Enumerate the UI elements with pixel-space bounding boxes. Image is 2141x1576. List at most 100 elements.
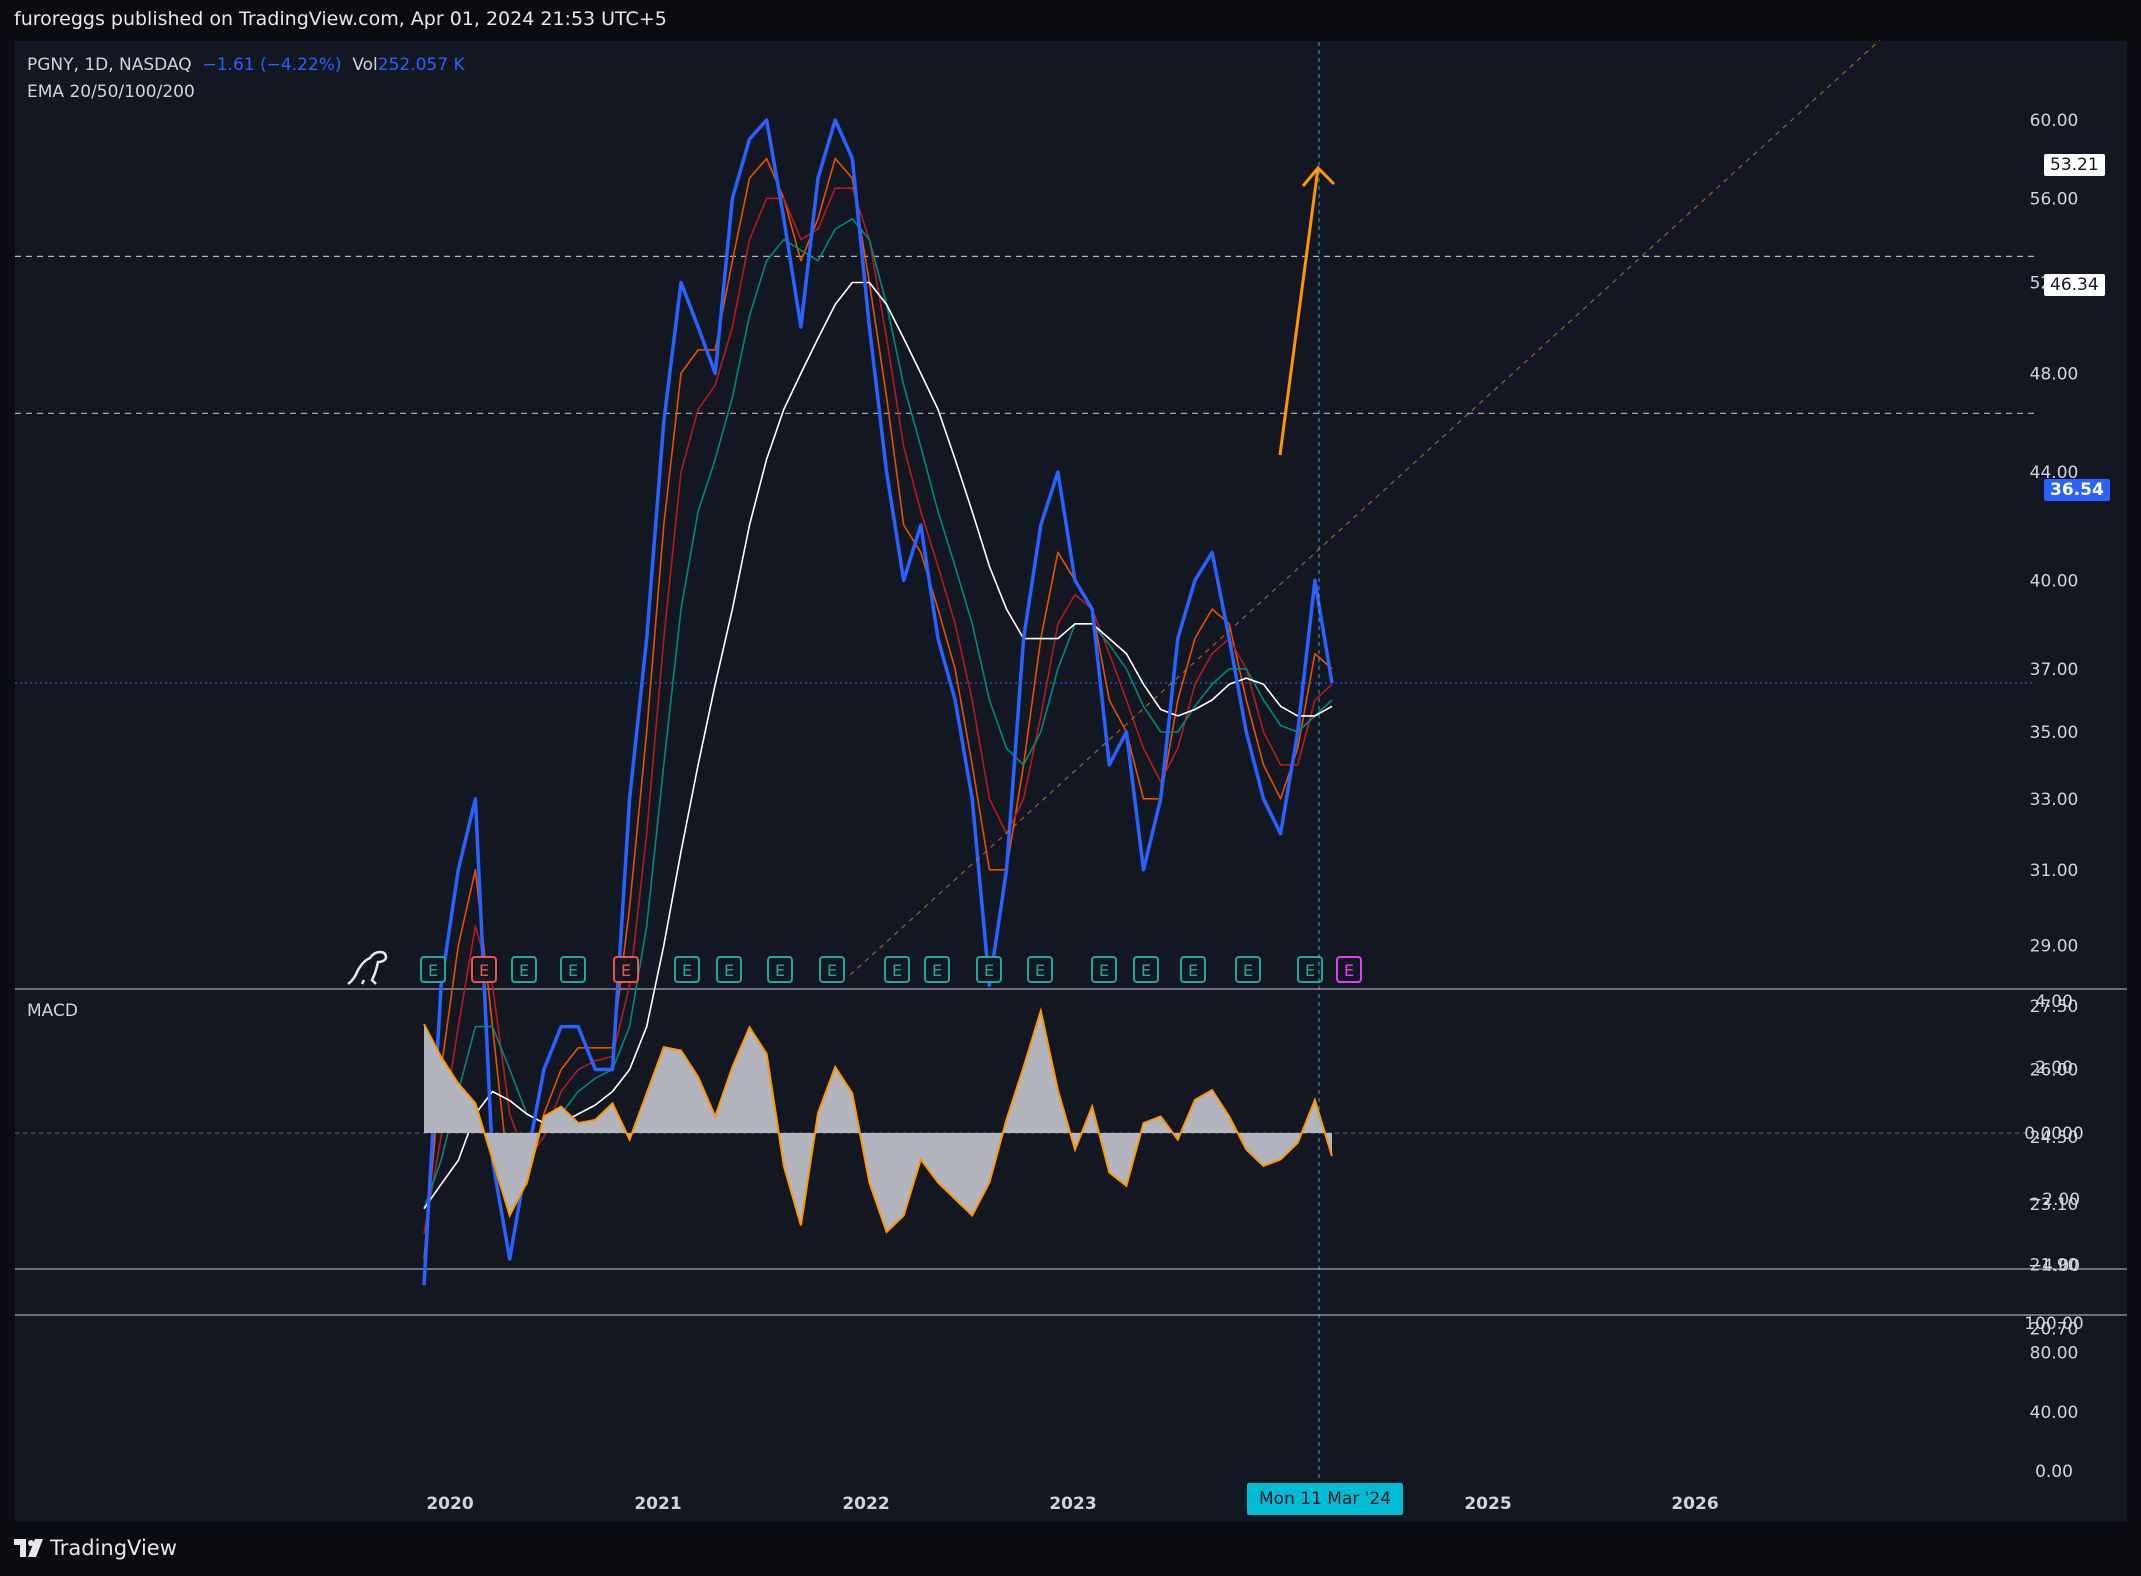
earnings-marker[interactable]: E — [1336, 956, 1362, 983]
earnings-marker[interactable]: E — [420, 956, 446, 983]
earnings-marker-box — [1235, 956, 1261, 983]
earnings-marker-box — [1091, 956, 1117, 983]
tradingview-logo-icon — [14, 1539, 43, 1557]
earnings-marker-box — [924, 956, 950, 983]
earnings-marker-label: E — [775, 961, 785, 980]
publish-info: furoreggs published on TradingView.com, … — [14, 8, 667, 30]
earnings-marker[interactable]: E — [560, 956, 586, 983]
earnings-marker-box — [674, 956, 700, 983]
earnings-marker-label: E — [1141, 961, 1151, 980]
last-price-tag: 36.54 — [2044, 479, 2110, 501]
macd-axis-tick: −4.00 — [2028, 1256, 2080, 1276]
earnings-marker-box — [560, 956, 586, 983]
ascending-trendline — [849, 39, 1881, 976]
price-axis-tick: 21.90 — [2030, 1255, 2079, 1275]
earnings-marker[interactable]: E — [1180, 956, 1206, 983]
earnings-marker-label: E — [827, 961, 837, 980]
cursor-date-label: Mon 11 Mar '24 — [1247, 1483, 1404, 1515]
earnings-marker-box — [976, 956, 1002, 983]
earnings-marker-label: E — [519, 961, 529, 980]
earnings-marker[interactable]: E — [819, 956, 845, 983]
earnings-marker-box — [1297, 956, 1323, 983]
gridlines — [15, 988, 2127, 1316]
earnings-marker-box — [613, 956, 639, 983]
price-axis-tick: 48.00 — [2030, 364, 2079, 384]
earnings-marker[interactable]: E — [1027, 956, 1053, 983]
earnings-marker[interactable]: E — [1091, 956, 1117, 983]
earnings-marker-label: E — [1344, 961, 1354, 980]
earnings-marker[interactable]: E — [1133, 956, 1159, 983]
earnings-marker-label: E — [1305, 961, 1315, 980]
target-price-tag: 53.21 — [2044, 154, 2105, 176]
macd-pane — [423, 1006, 1333, 1234]
macd-line — [423, 1006, 1333, 1234]
time-axis-tick: 2026 — [1671, 1494, 1718, 1514]
lower-axis-tick: 40.00 — [2030, 1403, 2079, 1423]
resistance-price-tag: 46.34 — [2044, 274, 2105, 296]
time-axis-tick: 2023 — [1049, 1494, 1096, 1514]
earnings-marker-label: E — [984, 961, 994, 980]
lower-axis-tick: 80.00 — [2030, 1344, 2079, 1364]
time-axis-tick: 2020 — [426, 1494, 473, 1514]
volume-label: Vol — [352, 55, 378, 75]
earnings-marker-box — [511, 956, 537, 983]
projection-arrow-head — [1301, 165, 1336, 187]
ema-legend: EMA 20/50/100/200 — [27, 82, 195, 102]
earnings-marker[interactable]: E — [767, 956, 793, 983]
earnings-marker-label: E — [479, 961, 489, 980]
earnings-marker-label: E — [724, 961, 734, 980]
trendline — [849, 39, 1881, 976]
time-axis-tick: 2021 — [634, 1494, 681, 1514]
ema200-line — [423, 281, 1333, 1210]
earnings-marker-box — [767, 956, 793, 983]
earnings-marker-box — [471, 956, 497, 983]
earnings-marker-box — [884, 956, 910, 983]
tradingview-brand[interactable]: TradingView — [14, 1536, 177, 1560]
ema-lines — [423, 157, 1333, 1260]
volume-value: 252.057 K — [377, 55, 465, 75]
earnings-marker[interactable]: E — [1235, 956, 1261, 983]
earnings-marker-label: E — [1035, 961, 1045, 980]
macd-axis-tick: −2.00 — [2028, 1190, 2080, 1210]
ema50-line — [423, 187, 1333, 1234]
earnings-marker[interactable]: E — [511, 956, 537, 983]
price-axis-tick: 56.00 — [2030, 189, 2079, 209]
price-axis-tick: 29.00 — [2030, 936, 2079, 956]
earnings-marker-label: E — [932, 961, 942, 980]
earnings-marker-box — [1336, 956, 1362, 983]
earnings-marker-label: E — [1188, 961, 1198, 980]
price-axis-tick: 44.00 — [2030, 463, 2079, 483]
earnings-marker-box — [819, 956, 845, 983]
earnings-marker[interactable]: E — [716, 956, 742, 983]
price-axis-tick: 26.00 — [2030, 1060, 2079, 1080]
earnings-marker[interactable]: E — [884, 956, 910, 983]
earnings-marker[interactable]: E — [674, 956, 700, 983]
earnings-marker-box — [1027, 956, 1053, 983]
dinosaur-icon — [347, 950, 388, 986]
tradingview-brand-label: TradingView — [50, 1536, 177, 1560]
earnings-marker-box — [1133, 956, 1159, 983]
earnings-marker[interactable]: E — [924, 956, 950, 983]
earnings-marker-box — [716, 956, 742, 983]
earnings-marker-label: E — [621, 961, 631, 980]
earnings-marker[interactable]: E — [976, 956, 1002, 983]
earnings-marker-label: E — [1099, 961, 1109, 980]
price-series-line — [422, 118, 1334, 1286]
earnings-marker-label: E — [568, 961, 578, 980]
earnings-marker-label: E — [1243, 961, 1253, 980]
earnings-marker[interactable]: E — [613, 956, 639, 983]
lower-axis-tick: 0.00 — [2035, 1462, 2073, 1482]
earnings-marker[interactable]: E — [1297, 956, 1323, 983]
macd-label: MACD — [27, 1001, 78, 1021]
earnings-marker[interactable]: E — [471, 956, 497, 983]
chart-frame[interactable] — [15, 41, 2127, 1522]
price-change: −1.61 (−4.22%) — [202, 55, 342, 75]
projection-arrow — [1278, 167, 1320, 456]
horizontal-levels — [15, 255, 2035, 1134]
macd-axis-tick: 0.0000 — [2024, 1124, 2083, 1144]
price-axis-tick: 24.50 — [2030, 1128, 2079, 1148]
ema20-line — [423, 157, 1333, 1260]
earnings-marker-box — [420, 956, 446, 983]
